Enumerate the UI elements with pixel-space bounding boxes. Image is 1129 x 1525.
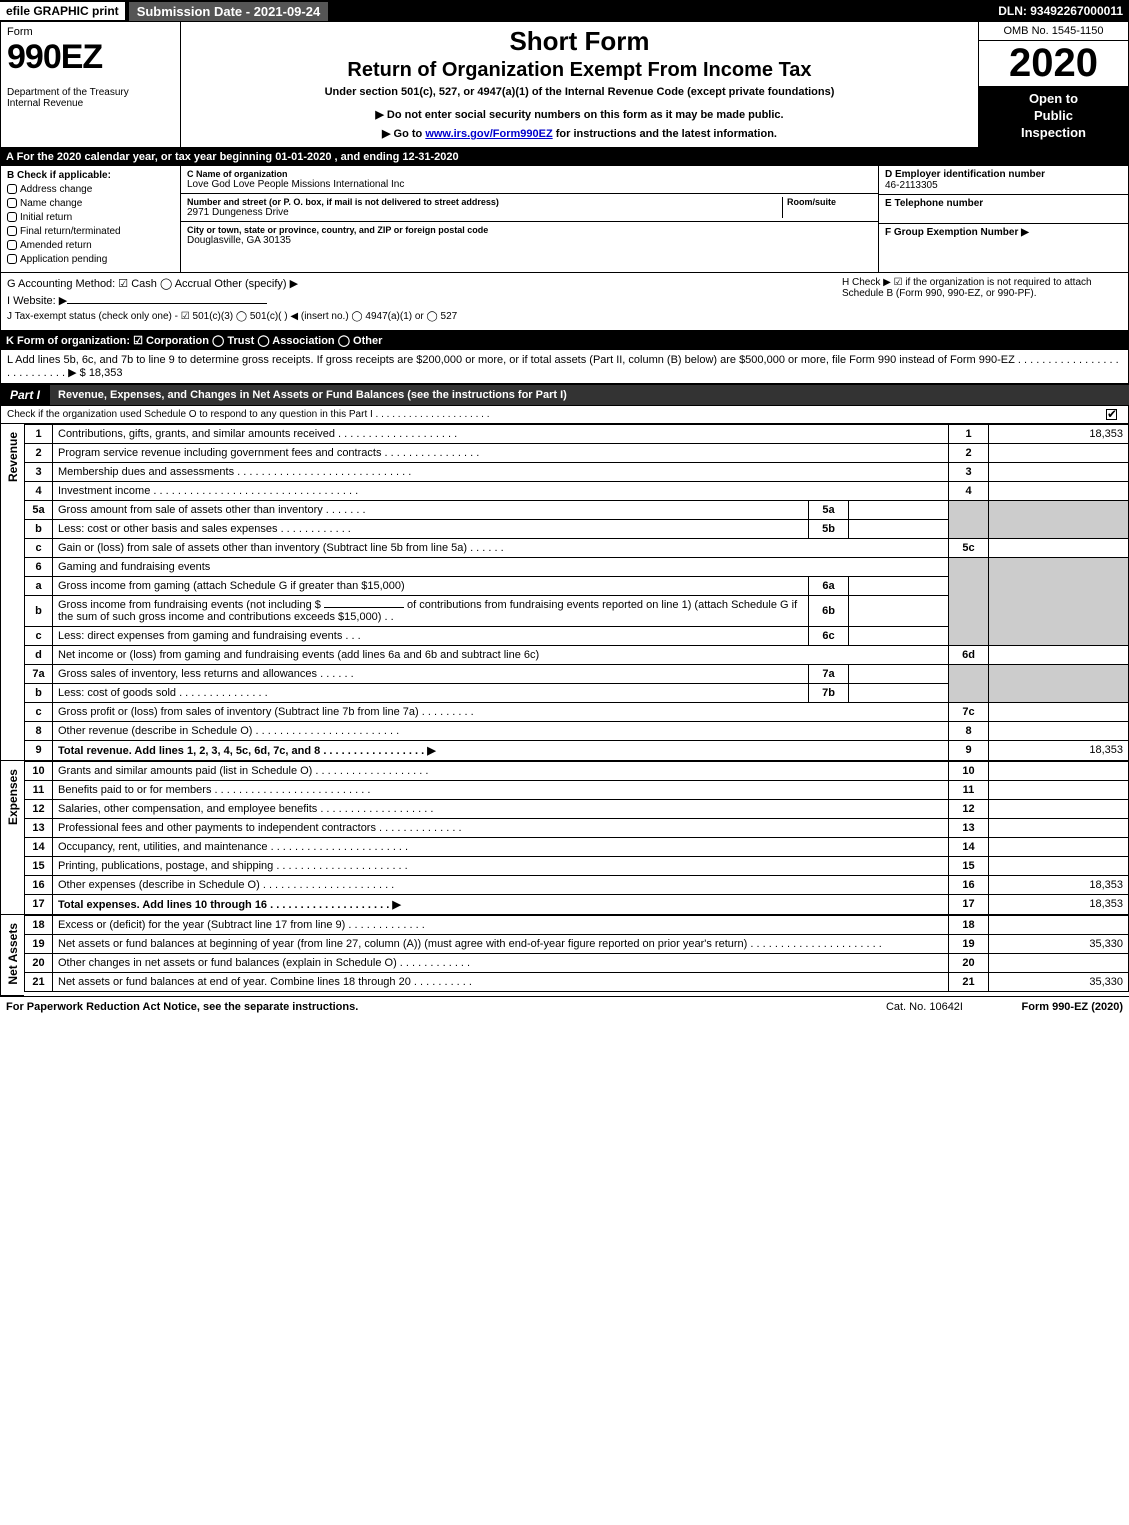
line-9: 9Total revenue. Add lines 1, 2, 3, 4, 5c… [25, 740, 1129, 760]
title-block: Short Form Return of Organization Exempt… [181, 22, 978, 147]
line-7c: cGross profit or (loss) from sales of in… [25, 702, 1129, 721]
ein-value: 46-2113305 [885, 180, 1122, 191]
net-assets-table: 18Excess or (deficit) for the year (Subt… [24, 915, 1129, 992]
part-1-header: Part I Revenue, Expenses, and Changes in… [0, 384, 1129, 406]
form-word: Form [7, 26, 174, 38]
revenue-table: 1Contributions, gifts, grants, and simil… [24, 424, 1129, 761]
box-b: B Check if applicable: Address change Na… [1, 166, 181, 272]
part-1-subtitle: Check if the organization used Schedule … [0, 406, 1129, 424]
line-3: 3Membership dues and assessments . . . .… [25, 462, 1129, 481]
page-footer: For Paperwork Reduction Act Notice, see … [0, 996, 1129, 1017]
city-row: City or town, state or province, country… [181, 222, 878, 249]
line-19: 19Net assets or fund balances at beginni… [25, 934, 1129, 953]
line-17: 17Total expenses. Add lines 10 through 1… [25, 894, 1129, 914]
line-7a: 7aGross sales of inventory, less returns… [25, 664, 1129, 683]
revenue-section: Revenue 1Contributions, gifts, grants, a… [0, 424, 1129, 761]
form-number: 990EZ [7, 38, 174, 77]
group-exemption-cell: F Group Exemption Number ▶ [879, 224, 1128, 272]
checks-block: G Accounting Method: ☑ Cash ◯ Accrual Ot… [0, 273, 1129, 331]
ein-cell: D Employer identification number 46-2113… [879, 166, 1128, 195]
line-10: 10Grants and similar amounts paid (list … [25, 761, 1129, 780]
line-a-period: A For the 2020 calendar year, or tax yea… [0, 148, 1129, 166]
line-14: 14Occupancy, rent, utilities, and mainte… [25, 837, 1129, 856]
net-assets-side-label: Net Assets [0, 915, 24, 997]
line-1: 1Contributions, gifts, grants, and simil… [25, 424, 1129, 443]
line-k: K Form of organization: ☑ Corporation ◯ … [0, 331, 1129, 350]
box-b-title: B Check if applicable: [7, 170, 174, 181]
omb-number: OMB No. 1545-1150 [979, 22, 1128, 41]
ssn-note: ▶ Do not enter social security numbers o… [189, 108, 970, 121]
top-bar: efile GRAPHIC print Submission Date - 20… [0, 0, 1129, 22]
line-16: 16Other expenses (describe in Schedule O… [25, 875, 1129, 894]
org-name-row: C Name of organization Love God Love Peo… [181, 166, 878, 194]
line-6d: dNet income or (loss) from gaming and fu… [25, 645, 1129, 664]
form-header: Form 990EZ Department of the Treasury In… [0, 22, 1129, 148]
line-15: 15Printing, publications, postage, and s… [25, 856, 1129, 875]
dln-label: DLN: 93492267000011 [992, 2, 1129, 20]
department-label: Department of the Treasury Internal Reve… [7, 87, 174, 109]
street-address: 2971 Dungeness Drive [187, 207, 782, 218]
submission-date: Submission Date - 2021-09-24 [129, 2, 329, 21]
line-6: 6Gaming and fundraising events [25, 557, 1129, 576]
line-21: 21Net assets or fund balances at end of … [25, 972, 1129, 991]
irs-link[interactable]: www.irs.gov/Form990EZ [425, 128, 552, 140]
revenue-side-label: Revenue [0, 424, 24, 761]
schedule-b-check: H Check ▶ ☑ if the organization is not r… [842, 277, 1122, 326]
telephone-cell: E Telephone number [879, 195, 1128, 224]
accounting-method: G Accounting Method: ☑ Cash ◯ Accrual Ot… [7, 277, 842, 290]
return-title: Return of Organization Exempt From Incom… [189, 59, 970, 82]
tax-year: 2020 [979, 41, 1128, 86]
entity-right: D Employer identification number 46-2113… [878, 166, 1128, 272]
line-l: L Add lines 5b, 6c, and 7b to line 9 to … [0, 350, 1129, 384]
part-1-title: Revenue, Expenses, and Changes in Net As… [50, 385, 1129, 405]
line-4: 4Investment income . . . . . . . . . . .… [25, 481, 1129, 500]
paperwork-notice: For Paperwork Reduction Act Notice, see … [6, 1001, 358, 1013]
line-20: 20Other changes in net assets or fund ba… [25, 953, 1129, 972]
open-to-public: Open to Public Inspection [979, 86, 1128, 147]
check-application-pending[interactable]: Application pending [7, 254, 174, 265]
address-row: Number and street (or P. O. box, if mail… [181, 194, 878, 222]
line-2: 2Program service revenue including gover… [25, 443, 1129, 462]
line-5c: cGain or (loss) from sale of assets othe… [25, 538, 1129, 557]
org-name: Love God Love People Missions Internatio… [187, 179, 872, 190]
expenses-table: 10Grants and similar amounts paid (list … [24, 761, 1129, 915]
line-8: 8Other revenue (describe in Schedule O) … [25, 721, 1129, 740]
line-12: 12Salaries, other compensation, and empl… [25, 799, 1129, 818]
net-assets-section: Net Assets 18Excess or (deficit) for the… [0, 915, 1129, 997]
check-name-change[interactable]: Name change [7, 198, 174, 209]
schedule-o-check[interactable] [1106, 409, 1117, 420]
entity-block: B Check if applicable: Address change Na… [0, 166, 1129, 273]
tax-exempt-status: J Tax-exempt status (check only one) - ☑… [7, 311, 842, 322]
catalog-number: Cat. No. 10642I [358, 1001, 963, 1013]
line-13: 13Professional fees and other payments t… [25, 818, 1129, 837]
goto-line: ▶ Go to www.irs.gov/Form990EZ for instru… [189, 127, 970, 140]
expenses-section: Expenses 10Grants and similar amounts pa… [0, 761, 1129, 915]
form-id-block: Form 990EZ Department of the Treasury In… [1, 22, 181, 147]
short-form-title: Short Form [189, 26, 970, 57]
form-footer-label: Form 990-EZ (2020) [963, 1001, 1123, 1013]
line-11: 11Benefits paid to or for members . . . … [25, 780, 1129, 799]
city-state-zip: Douglasville, GA 30135 [187, 235, 872, 246]
entity-mid: C Name of organization Love God Love Peo… [181, 166, 878, 272]
part-1-tab: Part I [0, 384, 50, 406]
right-header-block: OMB No. 1545-1150 2020 Open to Public In… [978, 22, 1128, 147]
check-address-change[interactable]: Address change [7, 184, 174, 195]
website-line: I Website: ▶ [7, 294, 842, 307]
check-initial-return[interactable]: Initial return [7, 212, 174, 223]
check-amended-return[interactable]: Amended return [7, 240, 174, 251]
line-18: 18Excess or (deficit) for the year (Subt… [25, 915, 1129, 934]
under-section: Under section 501(c), 527, or 4947(a)(1)… [189, 86, 970, 98]
check-final-return[interactable]: Final return/terminated [7, 226, 174, 237]
efile-label: efile GRAPHIC print [0, 2, 125, 20]
line-5a: 5aGross amount from sale of assets other… [25, 500, 1129, 519]
expenses-side-label: Expenses [0, 761, 24, 915]
